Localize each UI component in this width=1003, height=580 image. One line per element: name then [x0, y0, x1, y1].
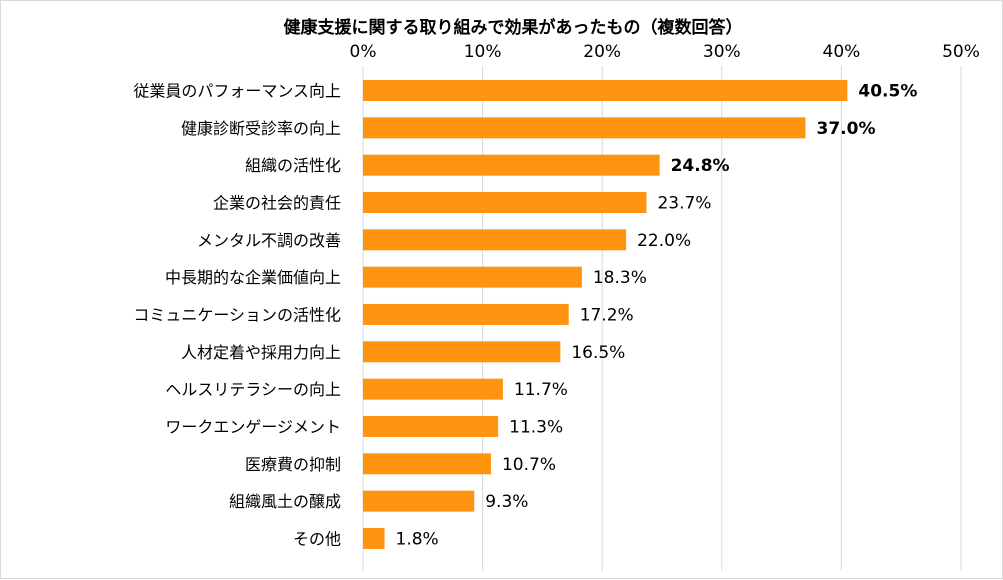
bar [363, 341, 561, 363]
category-label: メンタル不調の改善 [197, 231, 341, 250]
x-tick-label: 30% [703, 42, 741, 62]
category-label: その他 [293, 529, 341, 548]
x-axis-ticks: 0% 10% 20% 30% 40% 50% [350, 42, 980, 62]
bar [363, 378, 503, 400]
value-label: 22.0% [637, 231, 691, 251]
bar [363, 527, 385, 549]
category-label: 健康診断受診率の向上 [181, 119, 341, 138]
value-label: 40.5% [858, 82, 917, 102]
bar [363, 415, 499, 437]
value-label: 24.8% [671, 156, 730, 176]
bar [363, 117, 806, 139]
x-tick-label: 40% [823, 42, 861, 62]
x-tick-label: 10% [464, 42, 502, 62]
category-label: ワークエンゲージメント [165, 417, 341, 436]
category-label: 組織風土の醸成 [229, 492, 341, 511]
category-label: 人材定着や採用力向上 [181, 343, 341, 362]
category-labels: 従業員のパフォーマンス向上健康診断受診率の向上組織の活性化企業の社会的責任メンタ… [133, 82, 341, 549]
chart-title: 健康支援に関する取り組みで効果があったもの（複数回答） [284, 17, 743, 38]
bars [363, 80, 848, 549]
value-label: 11.3% [509, 417, 563, 437]
category-label: コミュニケーションの活性化 [133, 305, 341, 324]
bar [363, 80, 848, 101]
bar [363, 154, 660, 176]
x-tick-label: 20% [583, 42, 621, 62]
value-label: 10.7% [502, 455, 556, 475]
category-label: 従業員のパフォーマンス向上 [133, 82, 341, 101]
value-label: 18.3% [593, 268, 647, 288]
value-label: 17.2% [580, 305, 634, 325]
value-labels: 40.5% 37.0% 24.8% 23.7% 22.0% 18.3% 17.2% 16.5%… [396, 82, 918, 550]
category-label: ヘルスリテラシーの向上 [165, 380, 341, 399]
bar [363, 191, 647, 213]
value-label: 11.7% [514, 380, 568, 400]
value-label: 1.8% [396, 529, 439, 549]
category-label: 組織の活性化 [245, 156, 341, 175]
category-label: 医療費の抑制 [245, 455, 341, 474]
value-label: 16.5% [571, 343, 625, 363]
bar [363, 303, 569, 325]
x-tick-label: 0% [350, 42, 377, 62]
x-tick-label: 50% [942, 42, 980, 62]
bar [363, 453, 491, 475]
bar [363, 229, 627, 251]
category-label: 中長期的な企業価値向上 [165, 268, 341, 287]
bar [363, 490, 475, 512]
category-label: 企業の社会的責任 [213, 193, 341, 212]
value-label: 37.0% [817, 119, 876, 139]
bar [363, 266, 582, 288]
gridlines [362, 66, 962, 571]
value-label: 23.7% [657, 193, 711, 213]
value-label: 9.3% [485, 492, 528, 512]
